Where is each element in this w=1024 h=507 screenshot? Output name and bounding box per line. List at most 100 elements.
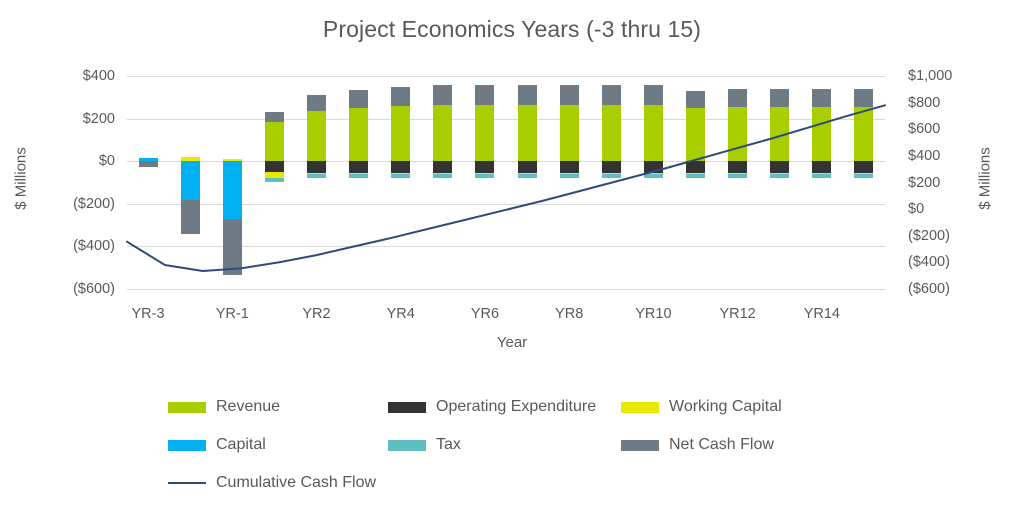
chart-legend: Revenue Operating Expenditure Working Capi… <box>0 388 1024 502</box>
bar-segment <box>728 173 748 179</box>
legend-label: Tax <box>436 436 461 453</box>
bar-segment <box>559 172 579 174</box>
legend-color-swatch <box>388 439 426 451</box>
legend-color-swatch <box>168 439 206 451</box>
bar-segment <box>728 161 748 173</box>
bar-segment <box>391 105 411 162</box>
bar-segment <box>517 172 537 174</box>
bar-segment <box>601 173 621 179</box>
x-tick-label: YR8 <box>555 306 584 322</box>
bar-segment <box>812 106 832 162</box>
legend-color-swatch <box>621 401 659 413</box>
y-tick-label-left: $0 <box>98 153 115 170</box>
chart-title: Project Economics Years (-3 thru 15) <box>322 16 702 42</box>
bar-segment <box>517 161 537 173</box>
bar-segment <box>517 173 537 179</box>
bar-segment <box>854 106 874 162</box>
legend-item[interactable]: Cumulative Cash Flow <box>168 474 388 492</box>
bar-segment <box>643 172 663 174</box>
legend-label: Working Capital <box>669 398 782 415</box>
bar-segment <box>138 161 158 167</box>
bar-segment <box>433 104 453 162</box>
bar-segment <box>854 172 874 174</box>
y-tick-label-right: $1,000 <box>908 68 953 84</box>
bar-segment <box>812 88 832 107</box>
bar-segment <box>812 161 832 173</box>
bar-segment <box>559 104 579 162</box>
bar-segment <box>264 178 284 183</box>
y-tick-label-left: ($400) <box>73 238 115 255</box>
bar-segment <box>728 88 748 107</box>
legend-item[interactable]: Operating Expenditure <box>388 398 621 416</box>
bar-segment <box>433 173 453 179</box>
bar-segment <box>307 172 326 175</box>
legend-row: Capital Tax Net Cash Flow <box>0 426 1024 464</box>
x-tick-label: YR12 <box>719 306 756 322</box>
legend-label: Cumulative Cash Flow <box>216 474 377 491</box>
y-tick-label-right: $800 <box>908 94 941 111</box>
legend-item[interactable]: Revenue <box>168 398 388 416</box>
legend-label: Operating Expenditure <box>436 398 597 415</box>
bar-segment <box>180 161 200 200</box>
legend-label: Net Cash Flow <box>669 436 774 453</box>
gridline <box>127 203 885 205</box>
bar-segment <box>643 161 663 173</box>
gridline <box>127 289 885 290</box>
bar-segment <box>433 172 453 174</box>
legend-item[interactable]: Net Cash Flow <box>621 436 841 454</box>
bar-segment <box>643 84 663 105</box>
bar-segment <box>686 107 705 162</box>
bar-segment <box>770 106 790 162</box>
legend-item[interactable]: Capital <box>168 436 388 454</box>
bar-segment <box>643 173 663 179</box>
bar-segment <box>643 104 663 162</box>
bar-segment <box>349 107 369 162</box>
y-tick-label-right: $600 <box>908 121 941 138</box>
bar-segment <box>264 121 284 162</box>
bar-segment <box>559 173 579 179</box>
gridline <box>127 118 885 120</box>
x-tick-label: YR2 <box>302 306 331 322</box>
legend-color-swatch <box>621 439 659 451</box>
y-tick-label-left: $400 <box>82 68 115 84</box>
bar-segment <box>349 89 369 108</box>
bar-segment <box>391 86 411 106</box>
bar-segment <box>854 88 874 107</box>
bar-segment <box>854 173 874 179</box>
bar-segment <box>686 90 705 108</box>
bar-segment <box>307 174 326 179</box>
bar-segment <box>475 84 495 105</box>
x-tick-label: YR10 <box>635 306 672 322</box>
legend-label: Revenue <box>216 398 281 415</box>
x-tick-label: YR6 <box>470 306 500 322</box>
bar-segment <box>770 88 790 107</box>
bar-segment <box>180 157 200 162</box>
bar-segment <box>728 172 748 174</box>
bar-segment <box>475 104 495 162</box>
bar-segment <box>391 172 411 174</box>
y-tick-label-right: $400 <box>908 147 941 164</box>
bar-segment <box>349 173 369 179</box>
legend-row: Revenue Operating Expenditure Working Capi… <box>0 388 1024 426</box>
plot-area <box>126 76 886 290</box>
bar-segment <box>686 172 705 174</box>
gridline <box>127 246 885 248</box>
x-tick-label: YR14 <box>803 306 840 322</box>
x-tick-label: YR-1 <box>215 306 249 322</box>
bar-segment <box>222 218 242 276</box>
legend-item[interactable]: Working Capital <box>621 398 841 416</box>
legend-color-swatch <box>388 401 426 413</box>
bar-segment <box>264 171 284 179</box>
gridline <box>127 76 885 77</box>
legend-item[interactable]: Tax <box>388 436 621 454</box>
y-tick-label-left: $200 <box>82 110 115 127</box>
y-tick-label-left: ($200) <box>73 195 115 212</box>
bar-segment <box>349 172 369 174</box>
legend-row: Cumulative Cash Flow <box>0 464 1024 502</box>
bar-segment <box>264 112 284 122</box>
bar-segment <box>475 172 495 174</box>
y-tick-label-right: $200 <box>908 174 941 191</box>
bar-segment <box>559 84 579 105</box>
bar-segment <box>559 161 579 173</box>
